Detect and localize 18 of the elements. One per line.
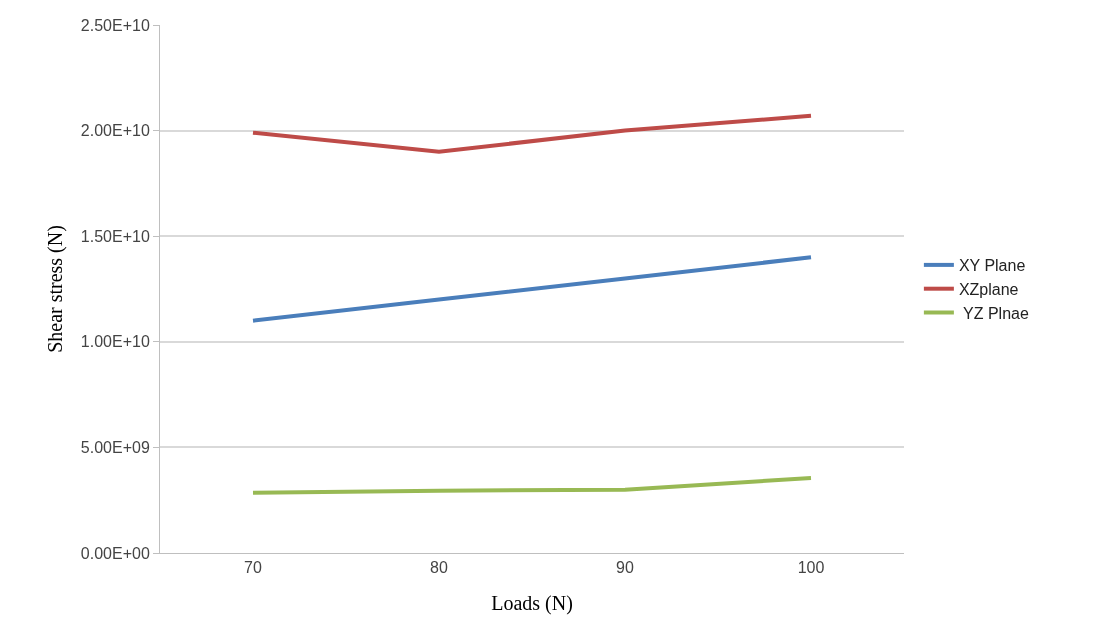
x-tick-label: 70 [244, 559, 262, 577]
y-tick-label: 2.50E+10 [80, 16, 150, 34]
y-tick-label: 1.00E+10 [80, 333, 150, 351]
x-tick-label: 80 [430, 559, 448, 577]
line-series [251, 255, 813, 323]
line-series [251, 113, 813, 154]
x-tick-label: 100 [797, 559, 825, 577]
y-tick-label: 5.00E+09 [80, 439, 150, 456]
x-axis-title: Loads (N) [491, 591, 573, 615]
x-tick-label: 90 [616, 559, 634, 577]
line-series [251, 476, 813, 495]
y-tick-label: 0.00E+00 [80, 544, 150, 562]
y-tick-label: 1.50E+10 [80, 227, 150, 245]
legend-label: XZplane [958, 280, 1019, 298]
legend-label: XY Plane [958, 257, 1026, 275]
legend-label: YZ Plnae [958, 304, 1029, 322]
y-tick-label: 2.00E+10 [80, 122, 150, 140]
y-axis-title: Shear stress (N) [44, 225, 68, 353]
